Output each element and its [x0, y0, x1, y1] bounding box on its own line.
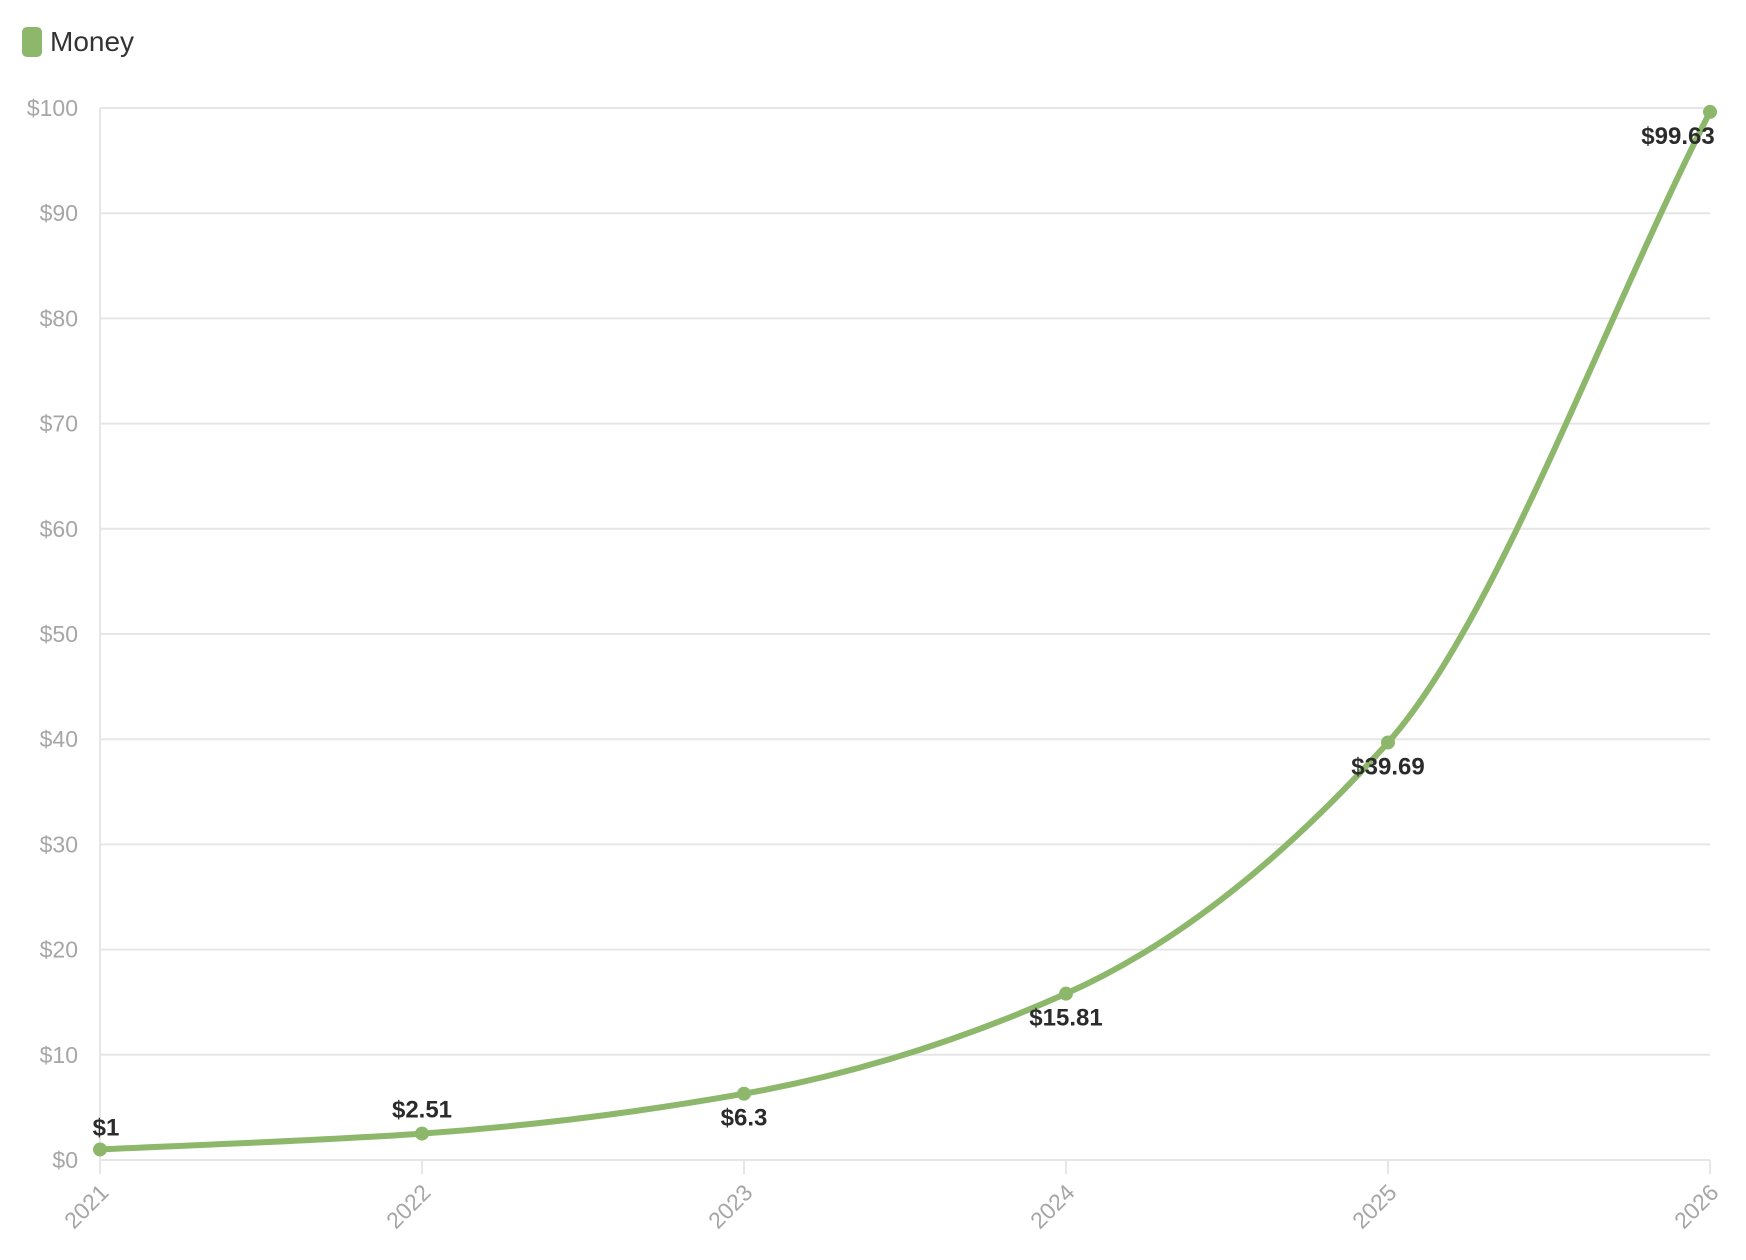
data-point: [93, 1142, 107, 1157]
y-tick-label: $20: [40, 937, 78, 963]
x-tick-label: 2025: [1347, 1179, 1402, 1234]
data-point: [1703, 104, 1717, 119]
y-tick-label: $60: [40, 516, 78, 542]
data-label: $2.51: [392, 1097, 452, 1124]
axis-layer: $0 $10 $20 $30 $40 $50 $60 $70 $80 $90 $100 2021 202…: [27, 95, 1724, 1234]
y-tick-label: $30: [40, 831, 78, 857]
x-tick-label: 2022: [381, 1179, 436, 1234]
y-tick-label: $80: [40, 305, 78, 331]
x-tick-label: 2023: [703, 1179, 758, 1234]
x-tick-label: 2021: [59, 1179, 114, 1234]
y-tick-label: $70: [40, 411, 78, 437]
data-label: $6.3: [721, 1105, 768, 1132]
data-point: [1059, 986, 1073, 1001]
x-tick-label: 2026: [1669, 1179, 1724, 1234]
data-label: $39.69: [1351, 753, 1424, 780]
legend-swatch: [22, 27, 42, 57]
data-point: [737, 1086, 751, 1101]
y-tick-label: $40: [40, 726, 78, 752]
chart-legend: Money: [22, 24, 134, 60]
y-tick-label: $10: [40, 1042, 78, 1068]
data-label: $99.63: [1641, 123, 1714, 150]
y-tick-label: $100: [27, 95, 78, 121]
data-point: [1381, 735, 1395, 750]
y-tick-label: $50: [40, 621, 78, 647]
y-tick-label: $90: [40, 200, 78, 226]
series-layer: [97, 108, 1713, 1153]
grid-layer: [100, 107, 1710, 1161]
y-tick-label: $0: [52, 1147, 78, 1173]
x-tick-label: 2024: [1025, 1179, 1080, 1234]
point-layer: [93, 104, 1717, 1157]
data-label: $15.81: [1029, 1005, 1102, 1032]
legend-label: Money: [50, 26, 135, 57]
data-label: $1: [93, 1114, 120, 1141]
data-point: [415, 1126, 429, 1141]
data-label-layer: $1 $2.51 $6.3 $15.81 $39.69 $99.63: [93, 123, 1715, 1142]
series-line-money: [97, 108, 1713, 1153]
